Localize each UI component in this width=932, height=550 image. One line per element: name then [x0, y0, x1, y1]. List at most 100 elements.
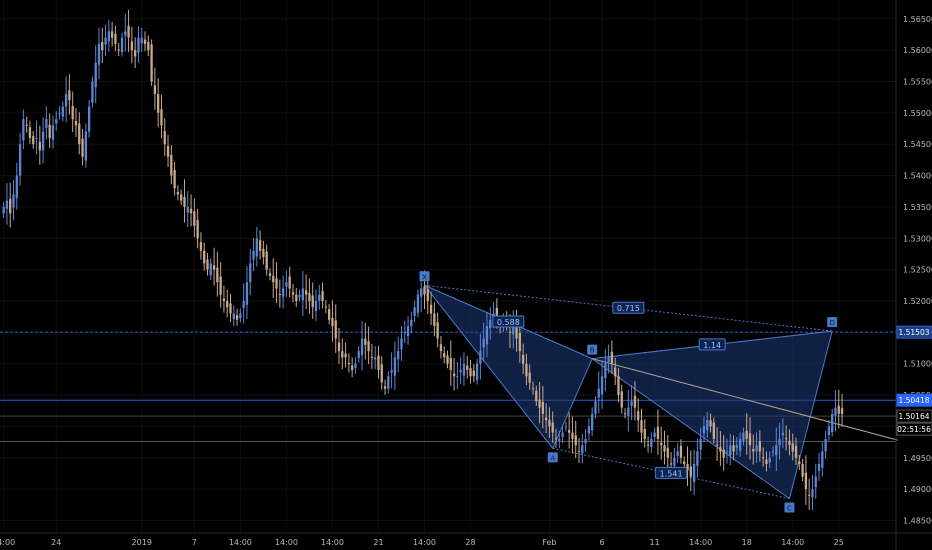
- candle-body: [821, 451, 824, 468]
- candle-body: [755, 445, 758, 452]
- candle-body: [331, 317, 334, 327]
- candle-body: [383, 386, 387, 389]
- candle-body: [459, 369, 462, 373]
- candle-body: [469, 368, 472, 377]
- candle-body: [278, 294, 281, 296]
- candle-body: [475, 363, 479, 380]
- candle-body: [262, 248, 265, 258]
- x-tick-label: 6: [599, 538, 604, 547]
- candle-body: [643, 428, 646, 439]
- candle-body: [84, 131, 87, 161]
- candle-body: [798, 461, 801, 465]
- price-tag-box: [896, 325, 932, 339]
- candle-body: [298, 294, 301, 298]
- time-axis[interactable]: 14:00 24 2019 7 14:00 14:00 14:00 21 14:00 28 Feb 6…: [0, 538, 844, 547]
- candle-body: [101, 42, 104, 51]
- candle-body: [74, 121, 78, 126]
- candle-body: [403, 332, 406, 334]
- candle-body: [791, 443, 794, 452]
- price-tag-box: [896, 422, 932, 436]
- candle-body: [709, 420, 712, 427]
- candle-body: [301, 288, 304, 301]
- candle-body: [558, 438, 561, 441]
- candle-body: [120, 37, 124, 53]
- candle-body: [25, 124, 28, 126]
- candle-body: [12, 194, 15, 208]
- candle-body: [778, 438, 781, 446]
- candle-body: [449, 358, 452, 370]
- candle-body: [337, 342, 341, 352]
- candle-body: [157, 94, 160, 113]
- point-label-d: D: [829, 319, 834, 327]
- candle-body: [193, 211, 196, 226]
- candle-body: [706, 420, 709, 431]
- candle-body: [669, 463, 673, 465]
- candle-body: [32, 136, 35, 145]
- ratio-label: 0.715: [617, 304, 640, 313]
- price-axis[interactable]: 1.56500 1.56000 1.55500 1.55000 1.54500 1.540…: [903, 15, 932, 526]
- candle-body: [817, 464, 821, 471]
- candle-body: [71, 105, 74, 120]
- candle-body: [64, 94, 68, 107]
- candle-body: [117, 49, 120, 51]
- x-tick-label: 7: [192, 538, 197, 547]
- candle-body: [48, 124, 51, 138]
- y-tick-label: 1.49500: [903, 454, 932, 463]
- candle-body: [180, 194, 183, 201]
- candle-body: [413, 307, 416, 317]
- candle-body: [18, 144, 22, 176]
- candle-body: [646, 444, 650, 446]
- candle-body: [351, 365, 354, 370]
- candle-body: [604, 363, 607, 379]
- candle-body: [521, 354, 525, 364]
- candle-body: [410, 319, 413, 327]
- candle-body: [416, 294, 420, 313]
- candle-body: [541, 401, 545, 414]
- candle-body: [660, 442, 663, 446]
- candle-body: [485, 326, 489, 345]
- pattern-xb-line: [424, 284, 593, 360]
- ratio-label-box: [492, 315, 525, 328]
- candle-body: [51, 125, 55, 140]
- candle-body: [525, 363, 528, 377]
- x-tick-label: 14:00: [229, 538, 252, 547]
- candle-body: [400, 338, 403, 350]
- candle-body: [209, 263, 212, 276]
- candle-body: [160, 109, 163, 126]
- price-tag-box: [896, 393, 932, 407]
- x-tick-label: 25: [834, 538, 844, 547]
- candle-body: [466, 365, 469, 370]
- candle-body: [683, 461, 686, 465]
- candle-body: [344, 353, 347, 358]
- candle-body: [41, 131, 45, 151]
- candle-body: [341, 351, 344, 358]
- candle-body: [91, 81, 94, 103]
- candle-body: [794, 445, 798, 458]
- candles: [2, 9, 844, 511]
- candle-body: [107, 31, 111, 42]
- candle-body: [97, 43, 101, 65]
- candle-body: [551, 422, 554, 433]
- candle-body: [472, 370, 475, 377]
- candle-body: [676, 451, 679, 456]
- candle-body: [324, 306, 328, 308]
- candle-body: [515, 324, 518, 339]
- candle-body: [584, 438, 587, 444]
- candle-body: [153, 85, 157, 95]
- y-tick-label: 1.54000: [903, 172, 932, 181]
- candle-body: [81, 138, 84, 157]
- candle-body: [577, 450, 581, 452]
- candle-body: [239, 313, 242, 318]
- candle-body: [314, 300, 318, 312]
- candle-body: [321, 290, 324, 301]
- candle-body: [163, 131, 166, 145]
- candle-body: [725, 451, 729, 453]
- candle-body: [679, 445, 683, 458]
- candle-body: [689, 466, 692, 477]
- candle-body: [150, 44, 153, 82]
- candle-body: [508, 331, 512, 333]
- candle-body: [620, 391, 623, 408]
- candle-body: [377, 355, 380, 370]
- x-tick-label: 24: [51, 538, 61, 547]
